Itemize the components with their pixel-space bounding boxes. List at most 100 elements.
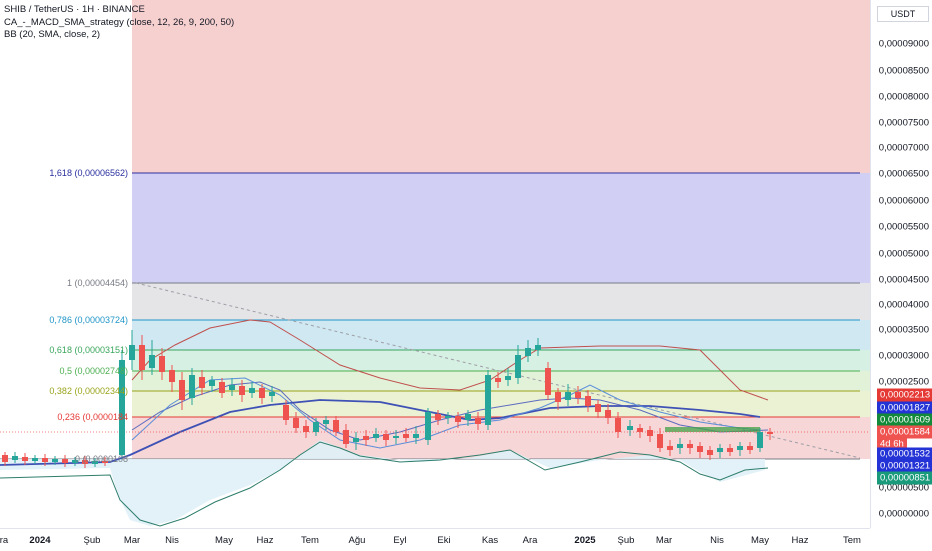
time-tick: Şub [83,535,101,546]
candle-body [505,376,511,380]
candle-body [313,422,319,432]
candle-body [627,426,633,430]
time-tick: Mar [655,535,673,546]
ma-50-line [131,377,761,449]
fib-level-label: 1 (0,00004454) [66,278,128,288]
candle-body [747,446,753,450]
candle-body [657,434,663,448]
candle-body [269,392,275,396]
candle-body [22,457,28,461]
fib-level-label: 0,786 (0,00003724) [49,315,128,325]
candle-body [545,368,551,395]
price-tick: 0,00008000 [878,91,929,103]
time-tick: Haz [256,535,274,546]
candle-body [259,388,265,398]
candle-body [363,436,369,440]
fib-level-label: 0,236 (0,0000184 [57,412,128,422]
candle-body [403,434,409,438]
price-tick: 0,00004000 [878,299,929,311]
price-tick: 0,00006500 [878,168,929,180]
candle-body [515,355,521,378]
candle-body [667,446,673,450]
bb-lower-line [0,441,769,527]
fib-zone-1618 [132,173,870,283]
chart-area[interactable]: SHIB / TetherUS · 1H · BINANCE CA_-_MACD… [0,0,870,528]
price-tick: 0,00000000 [878,508,929,520]
currency-selector[interactable]: USDT [877,6,929,22]
candle-body [169,370,175,382]
candle-body [2,455,8,462]
candle-body [62,459,68,463]
candle-body [42,458,48,462]
candle-body [249,388,255,393]
time-tick: May [751,535,769,546]
fib-level-label: 0,382 (0,00002344) [49,386,128,396]
bb-basis-line [131,381,769,441]
fib-zone-0618 [132,350,870,371]
candle-body [697,446,703,452]
candle-body [757,432,763,448]
candle-body [373,434,379,438]
candle-body [159,356,165,372]
time-axis[interactable]: ra 2024 Şub Mar Nis May Haz Tem Ağu Eyl Eki Kas Ara 2… [0,528,870,551]
fib-zone-0786 [132,320,870,350]
candle-body [199,377,205,388]
price-badge: 4d 6h [877,437,907,451]
candle-body [303,426,309,432]
time-tick: Ara [522,535,538,546]
price-badge: 0,00001321 [877,459,932,473]
indicator-macd-label[interactable]: CA_-_MACD_SMA_strategy (close, 12, 26, 9… [4,16,235,28]
candle-body [495,378,501,382]
time-tick: Mar [123,535,141,546]
fib-zone-1 [132,283,870,320]
time-tick: Ağu [348,535,366,546]
candle-body [179,380,185,400]
time-tick: Tem [843,535,861,546]
candle-body [82,460,88,464]
candle-body [189,375,195,398]
time-tick: May [215,535,233,546]
fib-level-label: 0,618 (0,00003151) [49,345,128,355]
price-tick: 0,00007500 [878,117,929,129]
candle-body [149,355,155,368]
price-tick: 0,00007000 [878,142,929,154]
candle-body [585,396,591,406]
price-axis[interactable]: USDT 0,00009000 0,00008500 0,00008000 0,000… [870,0,932,528]
time-tick: 2024 [29,535,51,546]
price-badge: 0,00000851 [877,471,932,485]
fib-level-label: 0 (0,0000108 [74,454,128,464]
price-tick: 0,00005000 [878,248,929,260]
candle-body [727,448,733,452]
symbol-title[interactable]: SHIB / TetherUS · 1H · BINANCE [4,4,145,15]
price-tick: 0,00003000 [878,350,929,362]
price-badge: 0,00001827 [877,401,932,415]
candle-body [687,444,693,448]
candle-body [737,446,743,450]
price-tick: 0,00003500 [878,324,929,336]
candle-body [465,414,471,420]
price-tick: 0,00009000 [878,38,929,50]
time-tick: 2025 [574,535,596,546]
candle-body [615,418,621,432]
candle-body [575,392,581,398]
candle-body [485,375,491,425]
time-tick: Eyl [393,535,407,546]
candle-body [435,414,441,420]
horizontal-level-marker[interactable] [665,427,760,432]
indicator-bb-label[interactable]: BB (20, SMA, close, 2) [4,29,101,40]
candle-body [72,460,78,463]
candle-body [717,448,723,452]
candle-body [323,420,329,424]
candle-body [555,392,561,402]
candle-body [102,461,108,463]
time-tick: Tem [301,535,319,546]
price-chart[interactable] [0,0,870,528]
time-tick: Nis [165,535,179,546]
time-tick: Şub [617,535,635,546]
fib-zone-top [132,0,870,173]
candle-body [353,438,359,442]
price-tick: 0,00006000 [878,195,929,207]
candle-body [595,404,601,412]
candle-body [475,418,481,424]
price-tick: 0,00004500 [878,274,929,286]
